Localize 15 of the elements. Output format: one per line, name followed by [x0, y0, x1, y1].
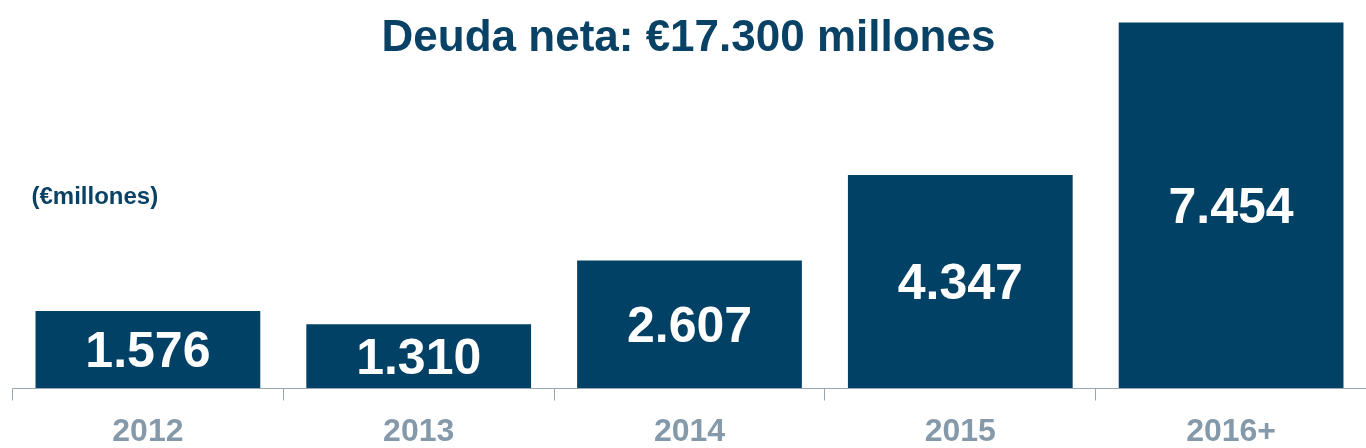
- x-tick-label: 2016+: [1186, 411, 1277, 448]
- data-label: 1.310: [356, 328, 482, 385]
- chart-title: Deuda neta: €17.300 millones: [381, 11, 996, 60]
- bar: [577, 260, 802, 389]
- data-label: 7.454: [1168, 177, 1294, 234]
- data-label: 2.607: [626, 296, 753, 353]
- x-tick-label: 2012: [112, 411, 184, 448]
- bar: [1118, 22, 1344, 389]
- data-label: 1.576: [85, 322, 211, 379]
- x-tick-label: 2014: [653, 411, 726, 448]
- x-tick-label: 2013: [383, 411, 455, 448]
- bar: [847, 175, 1073, 389]
- x-tick-label: 2015: [924, 411, 996, 448]
- annotation: (€millones): [31, 182, 159, 209]
- data-label: 4.347: [897, 254, 1023, 311]
